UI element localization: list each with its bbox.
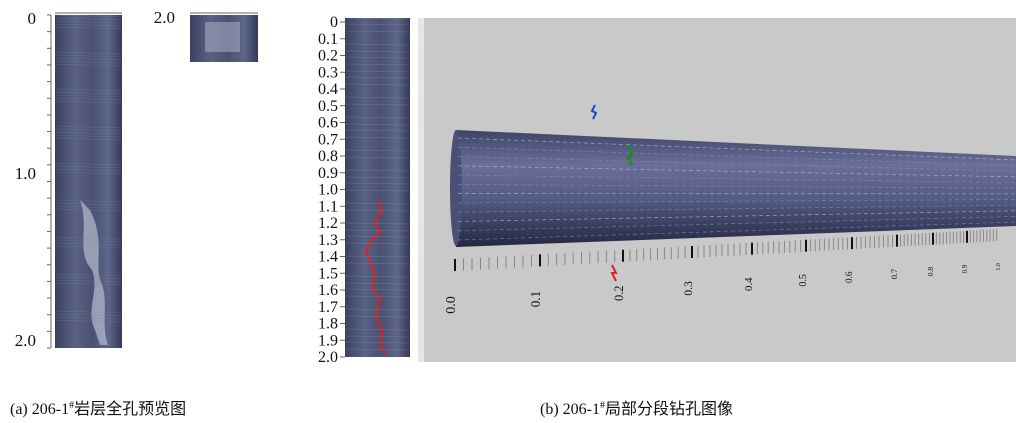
detail-label: 2.0 (154, 8, 175, 27)
scale-label: 0.0 (444, 296, 459, 314)
panel-b: 0.0 0.1 0.2 0.3 0.4 0.5 0.6 0.7 0.8 0.9 1.0 (345, 18, 1016, 362)
depth-label: 1.3 (318, 232, 338, 249)
depth-label: 0 (28, 9, 37, 28)
depth-label: 0.8 (318, 148, 338, 165)
caption-a: (a) 206-1#岩层全孔预览图 (10, 400, 186, 418)
scale-label: 0.4 (743, 277, 755, 291)
scale-label: 0.1 (528, 291, 543, 307)
scale-label: 0.9 (962, 264, 969, 273)
depth-label: 1.1 (318, 198, 338, 215)
depth-label: 0.9 (318, 165, 338, 182)
depth-label: 0.2 (318, 48, 338, 65)
scale-label: 0.7 (890, 269, 899, 279)
depth-label: 0.5 (318, 98, 338, 115)
depth-label: 1.7 (318, 299, 338, 316)
depth-label: 2.0 (15, 331, 36, 350)
detail-fracture (205, 22, 240, 52)
depth-label: 0.6 (318, 115, 338, 132)
depth-label: 0.3 (318, 64, 338, 81)
depth-label: 1.9 (318, 332, 338, 349)
caption-b: (b) 206-1#局部分段钻孔图像 (540, 400, 733, 418)
scale-label: 0.8 (926, 267, 935, 277)
depth-label: 1.6 (318, 282, 338, 299)
depth-label: 0.7 (318, 131, 338, 148)
scale-label: 0.2 (612, 285, 626, 301)
depth-label: 1.0 (318, 182, 338, 199)
depth-label: 0 (330, 14, 338, 31)
depth-label: 1.0 (15, 164, 36, 183)
depth-label: 0.1 (318, 31, 338, 48)
depth-label: 0.4 (318, 81, 338, 98)
3d-view-edge (418, 18, 424, 362)
depth-label: 1.2 (318, 215, 338, 232)
scale-label: 0.5 (798, 274, 809, 287)
figure: 2.0 0.00.10.20.30.40.50.60.70.80.91.0 (a… (0, 0, 1016, 423)
depth-label: 1.5 (318, 265, 338, 282)
scale-label: 0.3 (682, 281, 695, 296)
scale-label: 0.6 (844, 271, 854, 283)
depth-label: 2.0 (318, 349, 338, 366)
depth-label: 1.4 (318, 249, 338, 266)
scale-label: 1.0 (996, 263, 1002, 271)
depth-label: 1.8 (318, 316, 338, 333)
